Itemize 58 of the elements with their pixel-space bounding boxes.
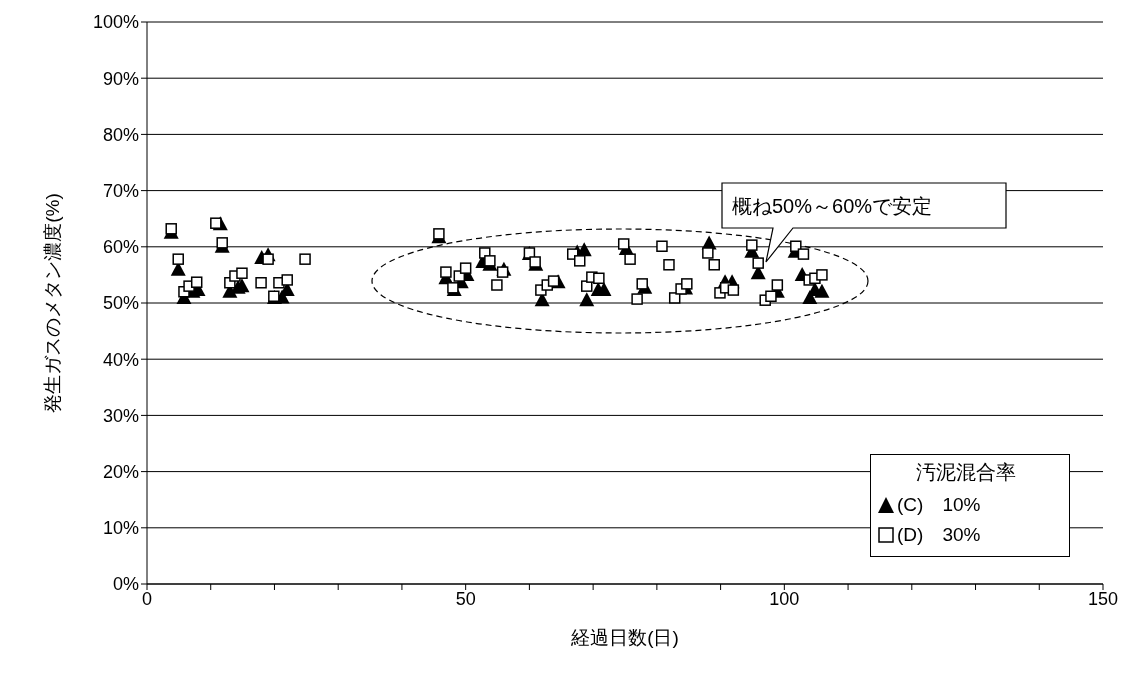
point — [797, 248, 810, 260]
point — [636, 278, 648, 290]
x-tick-label: 50 — [455, 588, 476, 609]
y-tick-label: 70% — [102, 180, 139, 201]
point — [708, 259, 720, 271]
y-tick-label: 80% — [102, 124, 139, 145]
legend-label: (C) 10% — [897, 493, 981, 517]
y-axis-title: 発生ガスのメタン濃度(%) — [41, 193, 63, 413]
point — [727, 284, 740, 296]
point — [681, 278, 693, 290]
y-tick-label: 20% — [102, 461, 139, 482]
point — [668, 292, 681, 304]
y-tick-label: 50% — [102, 293, 139, 314]
point — [656, 240, 668, 252]
point — [236, 267, 248, 279]
point — [491, 279, 503, 291]
point — [593, 272, 605, 285]
point — [814, 283, 830, 298]
point — [790, 240, 802, 252]
point — [299, 253, 311, 265]
y-tick-label: 60% — [102, 237, 139, 258]
point — [663, 259, 675, 271]
point — [433, 228, 445, 240]
point — [459, 262, 472, 274]
point — [816, 269, 828, 281]
y-tick-label: 40% — [102, 349, 139, 370]
point — [210, 217, 222, 229]
point — [617, 238, 630, 250]
point — [255, 277, 267, 289]
point — [631, 293, 643, 305]
x-tick-label: 150 — [1087, 588, 1119, 609]
point — [165, 223, 177, 235]
point — [281, 274, 293, 286]
point — [574, 255, 586, 267]
point — [172, 253, 184, 265]
y-tick-label: 90% — [102, 68, 139, 89]
y-tick-label: 100% — [92, 12, 139, 33]
point — [484, 255, 496, 267]
point — [190, 276, 203, 288]
point — [746, 239, 758, 251]
point — [216, 237, 228, 249]
point — [752, 257, 764, 269]
y-tick-label: 0% — [112, 574, 139, 595]
x-tick-label: 100 — [769, 588, 800, 609]
annotation: 概ね50%～60%で安定 — [732, 195, 933, 217]
point — [440, 266, 452, 278]
point — [496, 266, 509, 278]
legend-title: 汚泥混合率 — [915, 460, 1017, 485]
point — [771, 279, 784, 291]
y-tick-label: 10% — [102, 518, 139, 539]
point — [579, 292, 595, 307]
point — [262, 253, 274, 265]
legend-label: (D) 30% — [897, 523, 981, 547]
x-tick-label: 0 — [141, 588, 153, 609]
point — [547, 275, 560, 287]
y-tick-label: 30% — [102, 405, 139, 426]
x-axis-title: 経過日数(日) — [570, 627, 679, 648]
point — [765, 290, 777, 303]
